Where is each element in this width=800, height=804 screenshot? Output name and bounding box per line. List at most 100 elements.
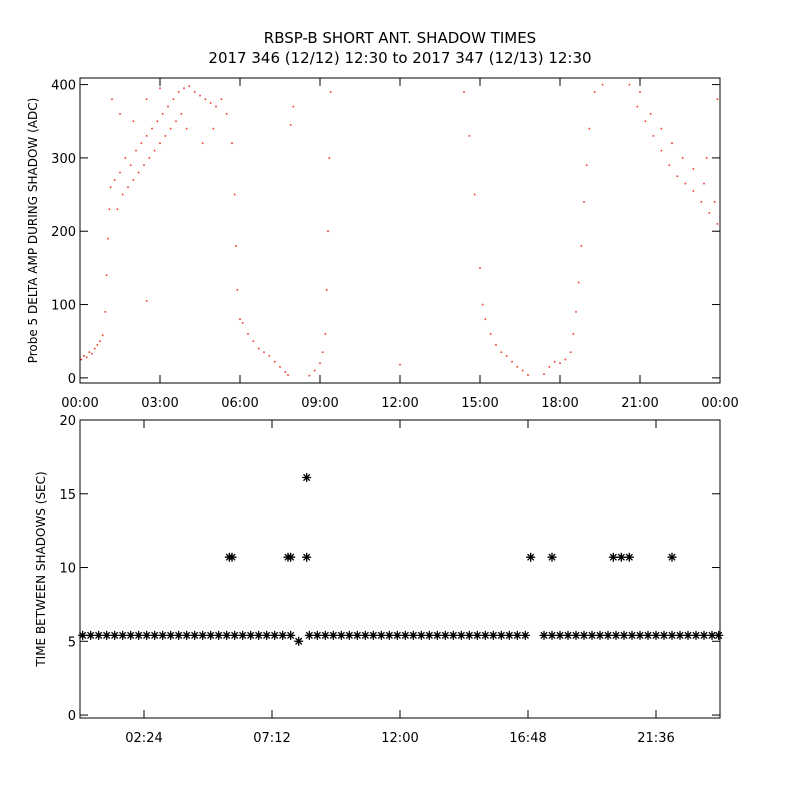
point bbox=[214, 630, 224, 640]
point bbox=[150, 630, 160, 640]
point bbox=[135, 149, 137, 152]
point bbox=[324, 333, 327, 335]
point bbox=[156, 120, 159, 123]
point bbox=[692, 168, 695, 170]
point bbox=[96, 344, 99, 346]
point bbox=[384, 630, 394, 640]
x-tick-label: 21:00 bbox=[621, 396, 658, 411]
point bbox=[164, 135, 167, 137]
point bbox=[99, 340, 101, 343]
point bbox=[496, 630, 506, 640]
point bbox=[440, 630, 450, 640]
point bbox=[124, 157, 127, 159]
point bbox=[129, 164, 132, 167]
point bbox=[116, 208, 119, 211]
point bbox=[86, 630, 96, 640]
point bbox=[190, 630, 200, 640]
point bbox=[635, 630, 645, 640]
point bbox=[526, 552, 536, 562]
point bbox=[512, 630, 522, 640]
x-tick-label: 00:00 bbox=[701, 396, 738, 411]
point bbox=[691, 630, 701, 640]
point bbox=[601, 83, 604, 86]
point bbox=[708, 212, 711, 214]
point bbox=[328, 157, 331, 159]
point bbox=[294, 636, 304, 646]
point bbox=[500, 351, 503, 354]
y-tick-label: 20 bbox=[59, 414, 76, 429]
point bbox=[110, 630, 120, 640]
point bbox=[127, 186, 129, 189]
point bbox=[198, 630, 208, 640]
point bbox=[700, 201, 703, 203]
point bbox=[302, 552, 312, 562]
point bbox=[644, 120, 647, 123]
point bbox=[78, 630, 88, 640]
point bbox=[495, 344, 497, 346]
point bbox=[247, 333, 249, 335]
y-tick-label: 100 bbox=[51, 299, 76, 314]
point bbox=[472, 630, 482, 640]
point bbox=[336, 630, 346, 640]
point bbox=[563, 630, 573, 640]
point bbox=[158, 630, 168, 640]
y-axis-label: Probe 5 DELTA AMP DURING SHADOW (ADC) bbox=[26, 98, 40, 364]
point bbox=[399, 363, 401, 366]
point bbox=[489, 333, 492, 335]
point bbox=[344, 630, 354, 640]
point bbox=[169, 127, 172, 130]
point bbox=[88, 351, 91, 354]
x-tick-label: 07:12 bbox=[253, 731, 290, 746]
point bbox=[304, 630, 314, 640]
point bbox=[145, 98, 148, 101]
x-tick-label: 00:00 bbox=[61, 396, 98, 411]
point bbox=[111, 98, 113, 101]
x-tick-label: 12:00 bbox=[381, 731, 418, 746]
point bbox=[595, 630, 605, 640]
point bbox=[188, 85, 191, 87]
point bbox=[233, 193, 236, 196]
point bbox=[222, 630, 232, 640]
point bbox=[585, 164, 588, 167]
x-tick-label: 12:00 bbox=[381, 396, 418, 411]
point bbox=[319, 362, 321, 365]
point bbox=[279, 366, 281, 368]
point bbox=[527, 374, 529, 376]
point bbox=[667, 552, 677, 562]
point bbox=[553, 360, 556, 363]
point bbox=[575, 311, 577, 313]
chart-title: RBSP-B SHORT ANT. SHADOW TIMES bbox=[264, 29, 536, 47]
x-tick-label: 15:00 bbox=[461, 396, 498, 411]
point bbox=[239, 318, 241, 321]
point bbox=[667, 630, 677, 640]
point bbox=[432, 630, 442, 640]
point bbox=[108, 208, 111, 211]
point bbox=[172, 98, 175, 101]
point bbox=[287, 374, 289, 376]
point bbox=[273, 360, 276, 363]
point bbox=[464, 630, 474, 640]
point bbox=[209, 102, 212, 104]
point bbox=[668, 164, 671, 167]
point bbox=[159, 87, 161, 90]
point bbox=[284, 371, 287, 373]
x-tick-label: 18:00 bbox=[541, 396, 578, 411]
point bbox=[713, 201, 716, 203]
point bbox=[548, 366, 551, 368]
point bbox=[182, 630, 192, 640]
point bbox=[132, 179, 135, 181]
point bbox=[329, 91, 332, 93]
point bbox=[624, 552, 634, 562]
y-tick-label: 400 bbox=[51, 79, 76, 94]
point bbox=[177, 91, 180, 93]
point bbox=[611, 630, 621, 640]
point bbox=[254, 630, 264, 640]
point bbox=[511, 360, 513, 363]
point bbox=[639, 91, 641, 93]
point bbox=[134, 630, 144, 640]
point bbox=[400, 630, 410, 640]
point bbox=[140, 142, 143, 145]
point bbox=[636, 105, 639, 108]
